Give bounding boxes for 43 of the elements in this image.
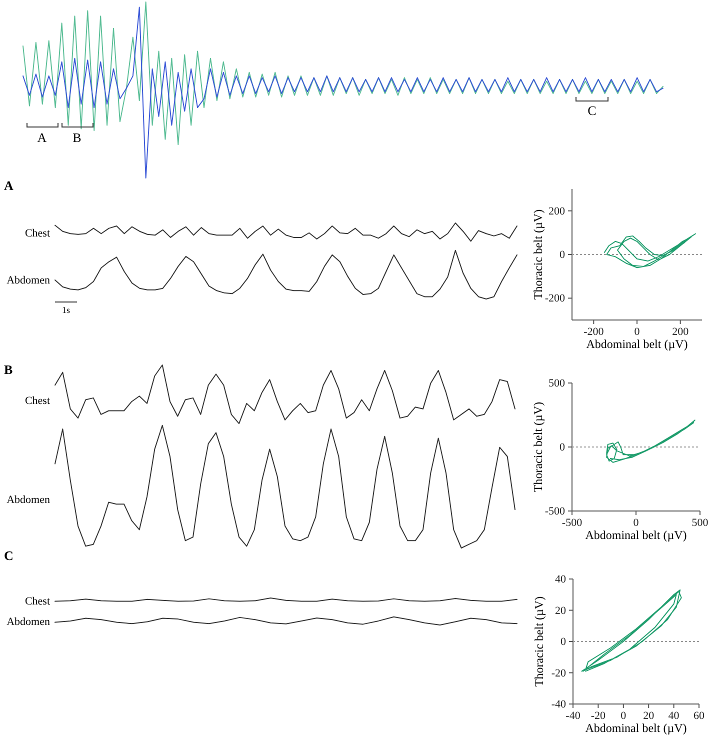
series-label: Chest	[24, 227, 50, 240]
y-axis-title: Thoracic belt (µV)	[532, 596, 546, 687]
text: 1s	[62, 305, 70, 315]
line-series	[581, 589, 682, 672]
x-tick-label: -20	[590, 710, 606, 722]
y-tick-label: 500	[548, 378, 566, 390]
y-tick-label: -20	[551, 667, 566, 680]
annotation: B	[72, 130, 82, 145]
x-tick-label: 40	[668, 710, 680, 722]
y-tick-label: 200	[548, 205, 566, 218]
series-label: Abdomen	[6, 274, 50, 286]
y-tick-label: 0	[560, 442, 566, 454]
x-tick-label: 500	[692, 516, 709, 529]
series-label: Chest	[24, 595, 50, 608]
x-tick-label: -200	[584, 326, 604, 338]
annotation: A	[37, 130, 48, 145]
line-series	[606, 420, 696, 463]
x-tick-label: 0	[633, 516, 640, 529]
y-tick-label: 40	[555, 574, 566, 586]
y-tick-label: -500	[544, 506, 566, 518]
x-axis-title: Abdominal belt (µV)	[586, 337, 688, 351]
annotation: C	[588, 103, 596, 118]
y-tick-label: -200	[544, 292, 566, 305]
y-axis-title: Thoracic belt (µV)	[531, 402, 545, 492]
y-tick-label: 0	[560, 249, 566, 262]
x-tick-label: 0	[634, 326, 640, 338]
x-tick-label: 200	[672, 326, 690, 338]
series-label: Chest	[24, 394, 50, 407]
chart-title: A	[4, 178, 14, 193]
chart-title: C	[4, 548, 14, 563]
x-tick-label: 0	[620, 710, 627, 722]
x-tick-label: 20	[643, 710, 655, 722]
y-tick-label: -40	[551, 698, 566, 711]
x-axis-title: Abdominal belt (µV)	[585, 528, 687, 542]
x-tick-label: 60	[694, 710, 705, 722]
chart-title: B	[4, 362, 13, 377]
y-axis-title: Thoracic belt (µV)	[531, 209, 545, 300]
text: Abdomen	[6, 494, 50, 506]
line-series	[604, 233, 696, 268]
series-label: Abdomen	[6, 616, 50, 628]
y-tick-label: 0	[560, 636, 566, 648]
x-axis-title: Abdominal belt (µV)	[585, 721, 687, 735]
y-tick-label: 20	[555, 604, 566, 617]
